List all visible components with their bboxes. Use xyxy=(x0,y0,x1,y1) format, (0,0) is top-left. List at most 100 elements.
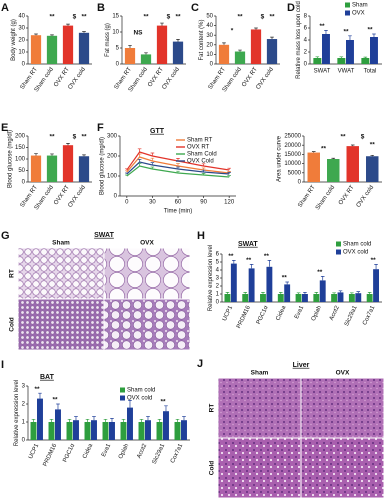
y-axis-label: Body weight (g) xyxy=(11,19,17,61)
error-bar xyxy=(254,27,258,30)
error-bar xyxy=(261,292,265,294)
y-tick-label: 50 xyxy=(18,168,25,174)
legend-swatch xyxy=(120,395,125,401)
bar xyxy=(156,25,168,65)
x-tick-label: 90 xyxy=(200,200,207,206)
bar xyxy=(78,156,90,182)
y-tick-label: 0 xyxy=(22,62,26,68)
significance: ** xyxy=(317,269,323,276)
bar xyxy=(331,294,338,302)
error-bar xyxy=(315,56,320,58)
bar xyxy=(302,294,308,302)
significance: ** xyxy=(321,146,327,153)
y-axis-label: Blood glucose (mg/dl) xyxy=(99,137,105,195)
x-tick-label: OVX cold xyxy=(356,185,375,209)
error-bar xyxy=(92,416,96,421)
y-tick-label: 0 xyxy=(116,62,120,68)
micrograph xyxy=(218,378,301,438)
y-tick-label: 20 xyxy=(206,42,213,48)
x-tick-label: Slc29a1 xyxy=(152,442,167,465)
y-tick-label: 15000 xyxy=(284,152,301,158)
error-bar xyxy=(243,292,248,294)
y-tick-label: 200 xyxy=(107,154,118,160)
y-tick-label: 100 xyxy=(107,174,118,180)
line xyxy=(126,151,230,171)
micrograph xyxy=(301,378,384,438)
y-tick-label: 40 xyxy=(18,14,25,20)
y-tick-label: 0 xyxy=(216,300,220,306)
error-bar xyxy=(225,292,230,294)
error-bar xyxy=(56,403,60,410)
y-tick-label: 100 xyxy=(15,157,26,163)
y-tick-label: 5 xyxy=(216,260,220,266)
x-tick-label: UCP1 xyxy=(28,442,40,460)
significance: ** xyxy=(269,14,275,21)
bar xyxy=(230,263,237,302)
error-bar xyxy=(367,292,372,294)
error-bar xyxy=(74,416,78,421)
micrograph xyxy=(301,438,384,498)
panel-letter: H xyxy=(197,230,205,242)
x-tick-label: Cox7a1 xyxy=(362,304,376,326)
x-tick-label: 30 xyxy=(149,200,156,206)
significance: ** xyxy=(246,257,252,264)
bar xyxy=(266,266,273,302)
y-tick-label: 0 xyxy=(304,62,308,68)
bar xyxy=(120,422,127,440)
y-tick-label: 2 xyxy=(304,50,308,56)
error-bar xyxy=(66,143,70,146)
significance: ** xyxy=(282,275,288,282)
micrograph xyxy=(18,299,104,350)
x-tick-label: Eva1 xyxy=(294,304,305,320)
error-bar xyxy=(66,23,70,26)
bar xyxy=(30,422,37,440)
y-tick-label: 4 xyxy=(304,38,308,44)
error-bar xyxy=(49,418,54,422)
x-tick-label: Oplah xyxy=(311,305,323,322)
panel-letter: D xyxy=(287,2,295,14)
error-bar xyxy=(339,56,344,58)
error-bar xyxy=(267,260,272,267)
legend-label: Sham xyxy=(352,3,368,9)
legend-label: OVX cold xyxy=(343,250,368,256)
bar xyxy=(242,294,249,302)
bar xyxy=(73,420,79,440)
x-tick-label: Oplah xyxy=(118,443,130,460)
x-tick-label: SWAT xyxy=(314,69,331,75)
significance: ** xyxy=(81,14,87,21)
y-tick-label: 30 xyxy=(206,33,213,39)
panel-letter: C xyxy=(191,2,199,14)
x-tick-label: 60 xyxy=(175,200,182,206)
error-bar xyxy=(303,292,307,294)
legend-label: Sham cold xyxy=(343,242,371,248)
bar xyxy=(156,422,163,440)
bar xyxy=(55,409,61,440)
column-label: OVX xyxy=(336,370,350,377)
bar xyxy=(366,156,379,182)
error-bar xyxy=(374,264,378,270)
micrograph xyxy=(104,248,190,299)
error-bar xyxy=(50,34,54,36)
bar xyxy=(174,422,181,440)
error-bar xyxy=(82,31,86,33)
bar xyxy=(319,280,326,302)
x-tick-label: UCP1 xyxy=(222,304,234,322)
bar xyxy=(37,398,43,440)
significance: ** xyxy=(160,399,166,406)
micrograph xyxy=(218,438,301,498)
bar xyxy=(138,422,145,440)
significance: $ xyxy=(73,14,77,21)
x-tick-label: Cidea xyxy=(275,304,287,321)
panel-letter: J xyxy=(197,358,203,370)
significance: ** xyxy=(34,386,40,393)
y-tick-label: 3 xyxy=(216,276,220,282)
y-axis-label: Relative expression level xyxy=(14,380,20,446)
error-bar xyxy=(50,153,54,156)
error-bar xyxy=(157,418,162,422)
x-tick-label: PRDM16 xyxy=(236,304,252,329)
row-label: RT xyxy=(209,404,216,413)
legend-swatch xyxy=(336,241,341,247)
y-tick-label: 3 xyxy=(22,384,26,390)
